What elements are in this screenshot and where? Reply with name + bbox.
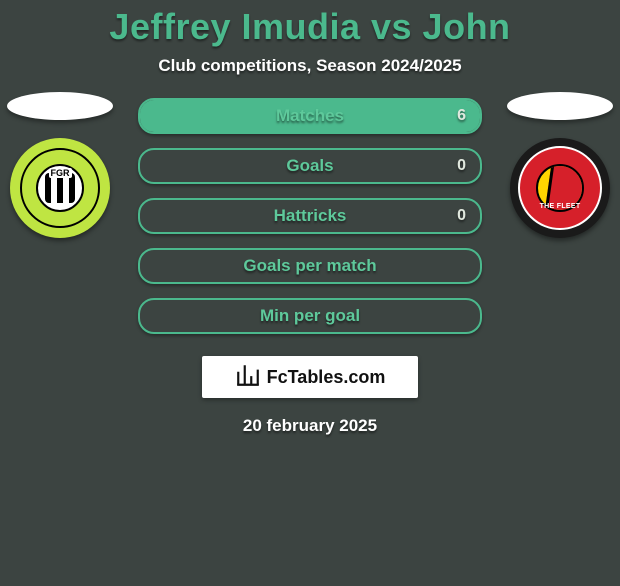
stat-bar-matches: 6 Matches bbox=[138, 98, 482, 134]
player-right-column: THE FLEET bbox=[500, 92, 620, 238]
stat-label: Goals bbox=[286, 156, 333, 176]
update-date: 20 february 2025 bbox=[0, 416, 620, 436]
brand-badge: FcTables.com bbox=[202, 356, 418, 398]
stat-label: Min per goal bbox=[260, 306, 360, 326]
stat-right-value: 0 bbox=[457, 200, 466, 232]
page-subtitle: Club competitions, Season 2024/2025 bbox=[0, 56, 620, 76]
stat-label: Matches bbox=[276, 106, 344, 126]
stat-bar-hattricks: 0 Hattricks bbox=[138, 198, 482, 234]
stat-bar-goals: 0 Goals bbox=[138, 148, 482, 184]
club-crest-forest-green-rovers: FGR bbox=[10, 138, 110, 238]
player-right-silhouette bbox=[507, 92, 613, 120]
club-crest-ebbsfleet-united: THE FLEET bbox=[510, 138, 610, 238]
stat-bar-min-per-goal: Min per goal bbox=[138, 298, 482, 334]
stat-right-value: 6 bbox=[457, 100, 466, 132]
stat-right-value: 0 bbox=[457, 150, 466, 182]
player-left-silhouette bbox=[7, 92, 113, 120]
player-left-column: FGR bbox=[0, 92, 120, 238]
stat-label: Goals per match bbox=[243, 256, 376, 276]
stat-bar-goals-per-match: Goals per match bbox=[138, 248, 482, 284]
stat-bars: 6 Matches 0 Goals 0 Hattricks Goals per match M… bbox=[138, 98, 482, 334]
chart-icon bbox=[235, 362, 261, 393]
brand-name: FcTables.com bbox=[267, 367, 386, 388]
stat-label: Hattricks bbox=[274, 206, 347, 226]
page-title: Jeffrey Imudia vs John bbox=[0, 6, 620, 48]
comparison-arena: FGR THE FLEET 6 Matches 0 Goals 0 Hattricks Go… bbox=[0, 98, 620, 334]
